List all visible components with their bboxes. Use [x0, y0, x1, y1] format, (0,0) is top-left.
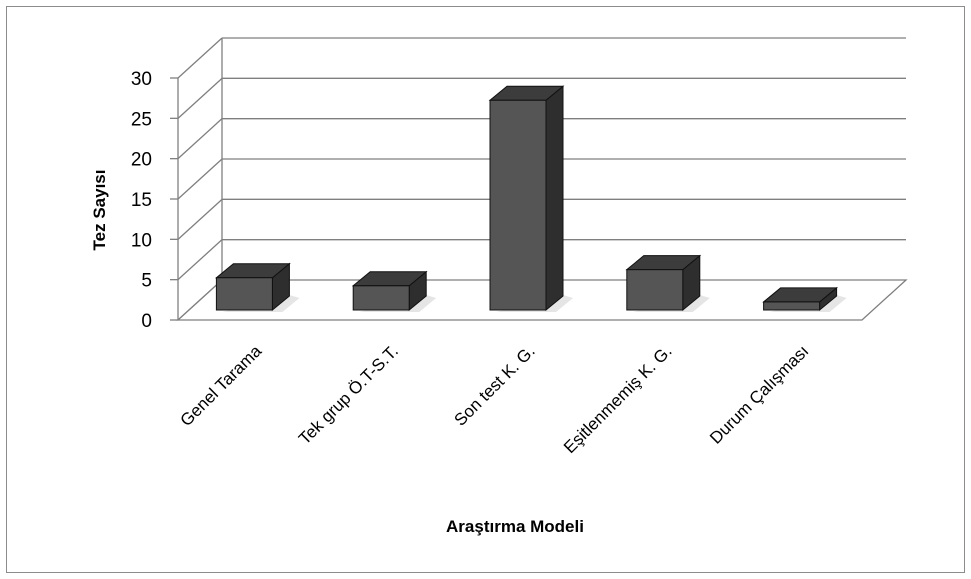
y-tick-labels: 0 5 10 15 20 25 30: [131, 69, 152, 332]
side-gridline: [177, 77, 223, 119]
y-tick-label: 10: [131, 230, 152, 251]
bars: [215, 85, 847, 312]
x-tick-label: Genel Tarama: [177, 341, 266, 430]
bar: [625, 254, 710, 312]
side-gridline: [177, 198, 223, 240]
bar-front-face: [626, 269, 684, 311]
side-gridline: [177, 37, 223, 79]
bar-front-face: [352, 285, 410, 311]
bar: [351, 270, 437, 312]
y-tick-label: 20: [131, 150, 152, 171]
side-gridline: [177, 118, 223, 160]
bar: [215, 262, 300, 312]
y-tick-label: 30: [131, 69, 152, 90]
side-gridline: [177, 239, 223, 281]
x-tick-label: Durum Çalışması: [706, 341, 812, 447]
x-tick-labels: Genel Tarama Tek grup Ö.T-S.T. Son test K.…: [177, 341, 813, 457]
x-tick-label: Eşitlenmemiş K. G.: [560, 341, 676, 457]
x-axis-title: Araştırma Modeli: [446, 517, 584, 536]
bar: [488, 85, 573, 312]
x-tick-label: Tek grup Ö.T-S.T.: [295, 341, 402, 448]
bar-side-face: [545, 85, 564, 312]
side-gridline: [177, 158, 223, 200]
y-tick-label: 0: [141, 311, 152, 332]
y-axis-title: Tez Sayısı: [90, 170, 109, 251]
gridlines: [170, 37, 906, 321]
y-tick-label: 5: [141, 271, 152, 292]
bar-front-face: [215, 277, 273, 311]
bar-front-face: [763, 301, 821, 311]
x-tick-label: Son test K. G.: [451, 341, 539, 429]
y-tick-label: 25: [131, 109, 152, 130]
y-tick-label: 15: [131, 190, 152, 211]
bar-front-face: [489, 99, 547, 311]
bar: [762, 286, 847, 312]
